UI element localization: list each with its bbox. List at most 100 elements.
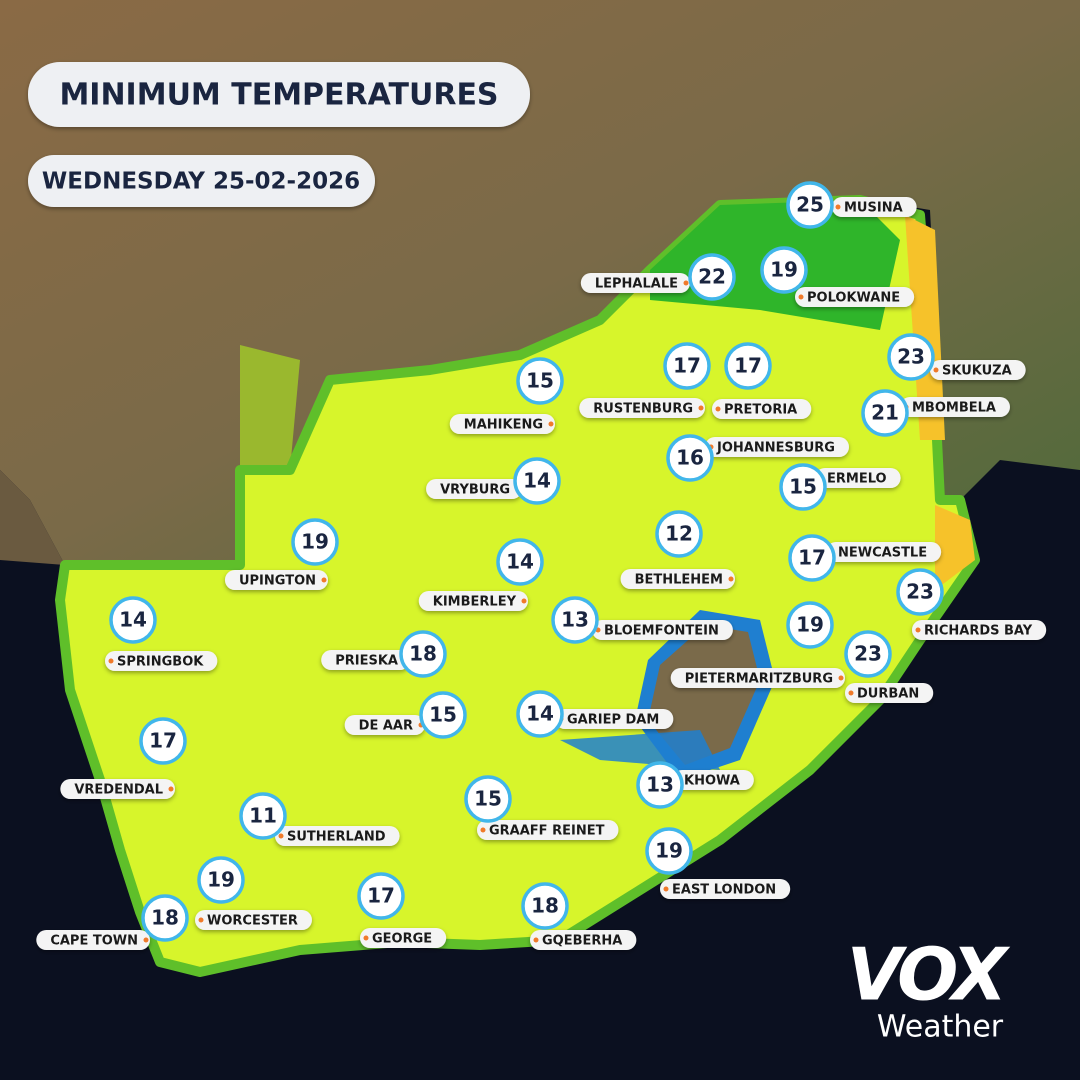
title: MINIMUM TEMPERATURES	[59, 78, 498, 113]
temperature: 14	[506, 550, 534, 574]
city-name: PIETERMARITZBURG	[685, 672, 833, 687]
coast-land	[0, 470, 65, 565]
city-name: GRAAFF REINET	[489, 824, 605, 839]
temp-circle	[760, 246, 808, 294]
city: SPRINGBOK 14	[105, 596, 218, 671]
temperature: 12	[665, 522, 693, 546]
city: DURBAN 23	[844, 630, 934, 703]
city-label-bg	[344, 715, 425, 735]
temp-circle	[109, 596, 157, 644]
temperature: 22	[698, 265, 726, 289]
city-label-bg	[580, 273, 690, 293]
city-name: JOHANNESBURG	[716, 441, 835, 456]
temp-circle	[663, 342, 711, 390]
city-label-bg	[832, 197, 917, 217]
city: KIMBERLEY 14	[418, 538, 544, 611]
city-label-bg	[555, 709, 674, 729]
city: VREDENDAL 17	[60, 717, 187, 799]
city: SKUKUZA 23	[887, 333, 1026, 381]
temp-circle	[139, 717, 187, 765]
temperature: 21	[871, 401, 899, 425]
city-label-bg	[712, 399, 812, 419]
city-name: MBOMBELA	[912, 401, 996, 416]
date-pill	[28, 155, 375, 207]
city-label-bg	[705, 437, 849, 457]
city: WORCESTER 19	[195, 856, 312, 930]
city: GARIEP DAM 14	[516, 690, 674, 738]
temperature: 14	[523, 469, 551, 493]
city-dot	[108, 658, 114, 664]
temp-circle	[464, 775, 512, 823]
temperature: 13	[646, 773, 674, 797]
city-name: SPRINGBOK	[117, 655, 204, 670]
temperature: 18	[531, 894, 559, 918]
city: LEPHALALE 22	[580, 253, 736, 301]
city-name: DE AAR	[359, 719, 413, 734]
city-label-bg	[36, 930, 150, 950]
title-pill	[28, 62, 530, 127]
city: KHOWA 13	[636, 761, 754, 809]
city-label-bg	[275, 826, 400, 846]
city-label-bg	[660, 879, 791, 899]
city: GEORGE 17	[357, 872, 447, 948]
city-label-bg	[930, 360, 1026, 380]
temperature: 15	[789, 475, 817, 499]
temperature: 14	[119, 608, 147, 632]
city-label-bg	[449, 414, 555, 434]
city-name: GQEBERHA	[542, 934, 622, 949]
city-dot	[798, 294, 804, 300]
city: DE AAR 15	[344, 691, 467, 739]
temperature: 19	[655, 839, 683, 863]
city-dot	[480, 827, 486, 833]
city-label-bg	[418, 591, 528, 611]
city-label-bg	[845, 683, 934, 703]
city-name: RICHARDS BAY	[924, 624, 1033, 639]
city-dot	[278, 833, 284, 839]
date: WEDNESDAY 25-02-2026	[42, 169, 360, 195]
temp-circle	[861, 389, 909, 437]
city-dot	[533, 937, 539, 943]
city-label-bg	[105, 651, 218, 671]
temp-circle	[786, 181, 834, 229]
temp-circle	[197, 856, 245, 904]
temperature: 15	[474, 787, 502, 811]
city-dot	[715, 406, 721, 412]
city-label-bg	[60, 779, 175, 799]
city-label-bg	[815, 468, 901, 488]
hot-zone	[935, 505, 975, 590]
city-name: UPINGTON	[239, 574, 316, 589]
temp-circle	[645, 827, 693, 875]
city: VRYBURG 14	[426, 457, 561, 505]
city-name: BETHLEHEM	[635, 573, 723, 588]
city-name: CAPE TOWN	[50, 934, 138, 949]
city-dot	[728, 576, 734, 582]
temp-circle	[724, 342, 772, 390]
city: RUSTENBURG 17	[579, 342, 711, 418]
city: GRAAFF REINET 15	[464, 775, 619, 840]
temp-circle	[399, 630, 447, 678]
temp-circle	[141, 894, 189, 942]
city: NEWCASTLE 17	[788, 534, 942, 582]
city: RICHARDS BAY 23	[896, 568, 1047, 640]
temperature: 19	[770, 258, 798, 282]
temp-circle	[551, 596, 599, 644]
temp-circle	[419, 691, 467, 739]
city-dot	[363, 935, 369, 941]
city: EAST LONDON 19	[645, 827, 791, 899]
city: PRETORIA 17	[712, 342, 812, 419]
city-label-bg	[826, 542, 942, 562]
city-name: PRETORIA	[724, 403, 797, 418]
temperature: 19	[796, 613, 824, 637]
namibia-region	[240, 345, 300, 470]
city: UPINGTON 19	[224, 518, 339, 590]
lesotho	[648, 625, 760, 765]
cities: MUSINA 25 LEPHALALE 22 POLOKWANE 19 SKUKUZA 23 M…	[36, 181, 1047, 950]
city-name: MUSINA	[844, 201, 903, 216]
city-dot	[198, 917, 204, 923]
city-label-bg	[224, 570, 328, 590]
city-name: MAHIKENG	[464, 418, 543, 433]
city-name: KIMBERLEY	[433, 595, 517, 610]
city: BLOEMFONTEIN 13	[551, 596, 733, 644]
city-name: RUSTENBURG	[593, 402, 693, 417]
city: JOHANNESBURG 16	[666, 434, 849, 482]
